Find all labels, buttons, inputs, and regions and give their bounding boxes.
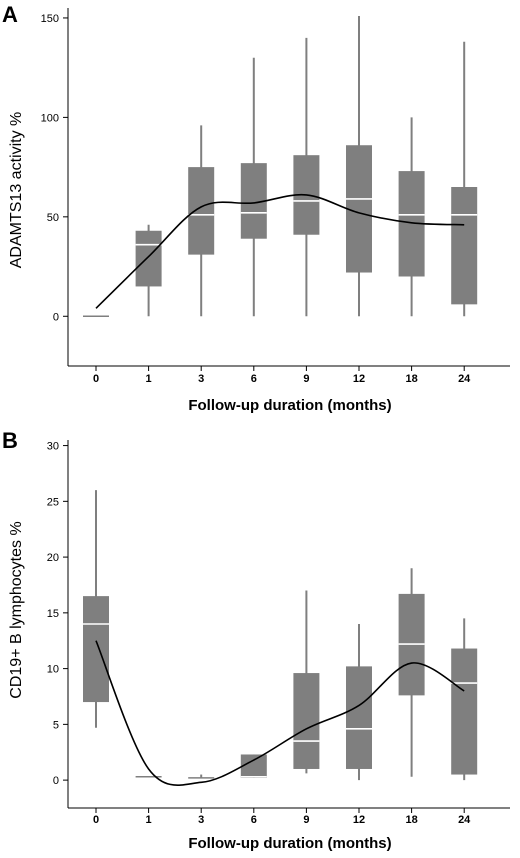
panel-a-box <box>398 117 425 317</box>
panel-b-y-tick-label: 30 <box>47 441 59 453</box>
panel-b-box <box>398 568 425 777</box>
panel-a-box-body <box>135 230 162 287</box>
panel-b-trend-line <box>95 640 465 786</box>
panel-a-y-tick-label: 50 <box>47 212 59 224</box>
panel-a-box-body <box>188 167 215 255</box>
panel-a-box <box>135 224 162 317</box>
panel-a-y-tick-label: 150 <box>41 13 59 25</box>
panel-b-box-body <box>240 754 267 778</box>
panel-a-y-tick-label: 0 <box>53 311 59 323</box>
panel-b-box <box>293 590 320 774</box>
panel-a-x-tick-label: 6 <box>251 373 257 385</box>
panel-a-letter: A <box>2 2 18 27</box>
panel-b-y-tick-label: 5 <box>53 719 59 731</box>
panel-a-box <box>346 15 372 317</box>
panel-a-x-tick-label: 24 <box>458 373 471 385</box>
panel-b-x-axis-title: Follow-up duration (months) <box>188 835 391 852</box>
panel-b-x-tick-label: 9 <box>303 814 309 826</box>
panel-b-y-axis-title: CD19+ B lymphocytes % <box>8 521 25 698</box>
panel-b-box <box>188 774 215 779</box>
panel-a-trend-line <box>95 193 465 309</box>
panel-b-box-body <box>83 596 109 703</box>
panel-a-x-axis-title: Follow-up duration (months) <box>188 397 391 414</box>
panel-b-box <box>83 490 109 728</box>
panel-a-box <box>451 41 478 317</box>
panel-a-box-body <box>346 145 372 273</box>
panel-a-box <box>293 37 320 317</box>
panel-a-y-axis-title: ADAMTS13 activity % <box>8 112 25 268</box>
panel-b-box-body <box>293 673 320 769</box>
panel-a-x-tick-label: 12 <box>353 373 365 385</box>
panel-a-y-tick-label: 100 <box>41 112 59 124</box>
panel-b-box-body <box>451 648 478 775</box>
panel-b: B CD19+ B lymphocytes % Follow-up durati… <box>2 428 510 852</box>
panel-b-x-tick-label: 0 <box>93 814 99 826</box>
panel-b-x-tick-label: 6 <box>251 814 257 826</box>
panel-b-y-tick-label: 0 <box>53 775 59 787</box>
panel-b-y-tick-label: 15 <box>47 608 59 620</box>
panel-a-x-tick-label: 0 <box>93 373 99 385</box>
panel-b-x-tick-label: 24 <box>458 814 471 826</box>
panel-b-letter: B <box>2 428 18 453</box>
panel-a-box <box>188 125 215 317</box>
panel-b-y-tick-label: 25 <box>47 496 59 508</box>
panel-b-x-tick-label: 18 <box>405 814 417 826</box>
panel-b-box <box>240 754 267 778</box>
panel-a-x-tick-label: 3 <box>198 373 204 385</box>
panel-a-x-tick-label: 18 <box>405 373 417 385</box>
panel-a-box <box>240 57 267 317</box>
panel-b-x-tick-label: 1 <box>146 814 152 826</box>
panel-b-y-tick-label: 10 <box>47 664 59 676</box>
panel-a: A ADAMTS13 activity % Follow-up duration… <box>2 2 510 414</box>
panel-b-x-tick-label: 3 <box>198 814 204 826</box>
panel-a-x-tick-label: 1 <box>146 373 152 385</box>
panel-b-x-tick-label: 12 <box>353 814 365 826</box>
panel-b-box <box>451 618 478 781</box>
panel-b-y-tick-label: 20 <box>47 552 59 564</box>
panel-a-box-body <box>451 187 478 305</box>
panel-a-x-tick-label: 9 <box>303 373 309 385</box>
panel-b-box <box>346 624 372 781</box>
panel-b-box-body <box>346 666 372 769</box>
